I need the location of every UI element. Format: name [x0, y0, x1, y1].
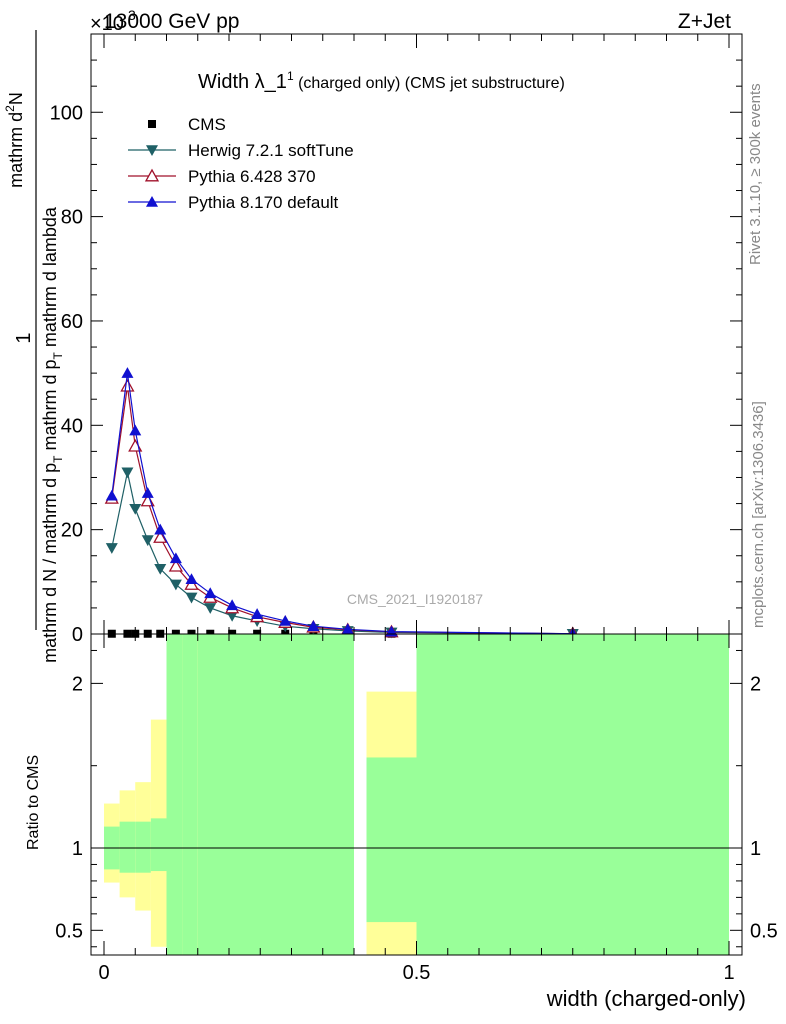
ratio-green-band [197, 634, 354, 955]
data-point [185, 573, 198, 585]
data-point [168, 558, 183, 572]
data-point [141, 487, 154, 498]
legend-entry: Pythia 6.428 370 [128, 167, 316, 186]
data-point [120, 378, 135, 392]
data-point [141, 535, 154, 547]
legend-label: Pythia 8.170 default [188, 193, 339, 212]
main-y-tick-label: 60 [61, 311, 83, 333]
ratio-bands [104, 634, 729, 955]
plot-title-sub: (charged only) (CMS jet substructure) [294, 75, 565, 92]
data-point [226, 610, 239, 622]
ylabel-numerator-one: 1 [13, 332, 35, 343]
x-axis-label: width (charged-only) [546, 986, 746, 1011]
main-y-tick-label: 0 [72, 624, 83, 646]
data-point [226, 599, 239, 611]
data-point [154, 563, 167, 575]
ratio-green-band [416, 634, 729, 955]
data-point [279, 614, 292, 626]
ratio-green-band [119, 821, 136, 873]
legend-marker [148, 120, 156, 128]
ratio-y-label: Ratio to CMS [25, 755, 42, 850]
data-point [169, 579, 182, 591]
ratio-y-tick-label: 0.5 [55, 920, 83, 942]
main-y-tick-label: 20 [61, 520, 83, 542]
process-label: Z+Jet [678, 10, 731, 33]
x-tick-label: 0.5 [403, 962, 431, 984]
mcplots-label: mcplots.cern.ch [arXiv:1306.3436] [750, 401, 767, 628]
ylabel-denominator: mathrm d N / mathrm d pT mathrm d pT mat… [40, 206, 65, 663]
main-y-axis: 0 20 40 60 80 100 [50, 59, 742, 646]
data-point [204, 603, 217, 614]
series-line [111, 472, 573, 635]
plot-title-sup: 1 [287, 69, 294, 83]
series-line [111, 386, 573, 635]
legend-entry: Herwig 7.2.1 softTune [128, 141, 354, 160]
data-point [169, 552, 182, 564]
ratio-y-tick-label-right: 0.5 [750, 920, 778, 942]
data-point [154, 523, 167, 535]
main-y-label: 1 mathrm d N / mathrm d pT mathrm d pT m… [3, 30, 65, 663]
watermark: CMS_2021_I1920187 [347, 591, 483, 607]
data-point [105, 543, 118, 554]
ratio-y-tick-label-right: 1 [750, 838, 761, 860]
ylabel-fraction-numerator: mathrm d2N [3, 92, 26, 188]
legend-label: Pythia 6.428 370 [188, 167, 316, 186]
legend-label: Herwig 7.2.1 softTune [188, 141, 354, 160]
main-y-tick-label: 80 [61, 207, 83, 229]
ratio-green-band [366, 757, 417, 923]
ratio-green-band [150, 818, 167, 872]
data-point [307, 620, 320, 631]
data-point [129, 503, 142, 515]
x-tick-label: 1 [723, 962, 734, 984]
ratio-y-tick-label-right: 2 [750, 673, 761, 695]
data-point [185, 592, 198, 604]
legend: CMS Herwig 7.2.1 softTune Pythia 6.428 370… [128, 115, 354, 212]
main-y-tick-label: 40 [61, 415, 83, 437]
series-pythia-8-170-default [105, 367, 579, 639]
legend-marker [146, 145, 158, 156]
ratio-y-axis: 0.5 0.5 1 1 2 2 [55, 649, 778, 948]
rivet-label: Rivet 3.1.10, ≥ 300k events [747, 83, 764, 265]
exponent-power: 3 [128, 7, 136, 23]
ratio-green-band [166, 634, 183, 955]
ratio-y-tick-label: 1 [72, 838, 83, 860]
data-point [121, 467, 134, 479]
ratio-green-band [182, 634, 198, 955]
x-tick-label: 0 [98, 962, 109, 984]
series-line [111, 373, 573, 635]
legend-entry: CMS [148, 115, 226, 134]
data-point [341, 623, 354, 635]
data-point [105, 489, 118, 501]
legend-marker [146, 196, 158, 207]
ratio-y-tick-label: 2 [72, 673, 83, 695]
legend-label: CMS [188, 115, 226, 134]
ratio-green-band [135, 821, 151, 873]
data-point [121, 367, 134, 378]
plot-title-main: Width λ_1 [198, 71, 287, 93]
legend-marker [144, 168, 160, 182]
plot-title: Width λ_11 (charged only) (CMS jet subst… [198, 69, 565, 93]
x-axis: 0 0.5 1 [98, 34, 735, 984]
series-herwig-7-2-1-softtune [105, 467, 579, 640]
exponent-label: ×10 [90, 13, 124, 35]
main-y-tick-label: 100 [50, 102, 83, 124]
data-point [129, 424, 142, 436]
data-point [153, 530, 168, 543]
data-point [251, 608, 264, 619]
main-series [104, 367, 580, 640]
data-point [204, 587, 217, 599]
series-pythia-6-428-370 [104, 378, 580, 640]
beam-label: 13000 GeV pp [104, 10, 239, 33]
legend-entry: Pythia 8.170 default [128, 193, 339, 212]
ratio-panel: 0.5 0.51 12 2 0 0.5 1 [55, 34, 778, 984]
